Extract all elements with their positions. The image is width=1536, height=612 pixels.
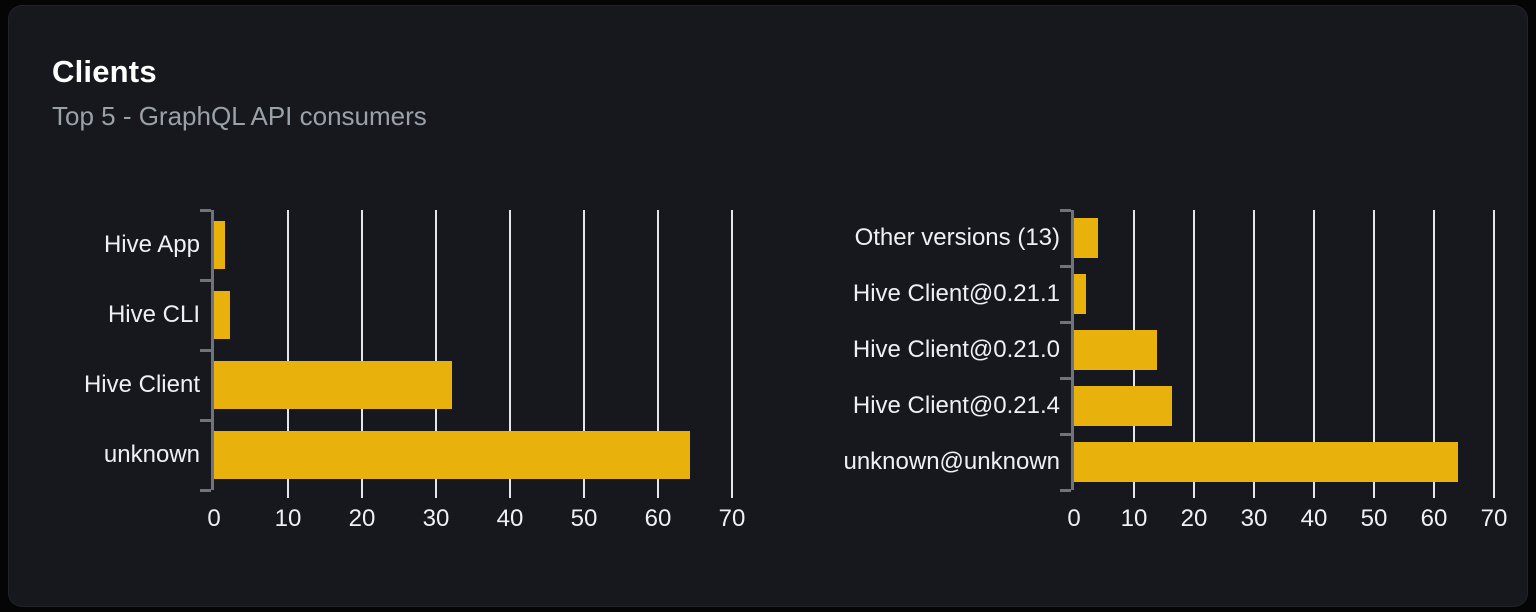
y-axis-tick [200, 348, 211, 352]
x-tick-label-40: 40 [1300, 505, 1328, 532]
category-label-hive-client: Hive Client [83, 371, 200, 398]
gridline-70 [731, 210, 733, 490]
x-axis-tick-30 [1253, 490, 1255, 498]
bar-hive-app [214, 220, 226, 269]
y-axis-tick [1060, 320, 1071, 324]
category-label-unknown-unknown: unknown@unknown [843, 448, 1060, 475]
x-tick-label-0: 0 [207, 505, 221, 532]
category-label-other-versions-13-: Other versions (13) [854, 224, 1060, 251]
gridline-20 [361, 210, 363, 490]
x-axis-tick-70 [1493, 490, 1495, 498]
gridline-60 [1433, 210, 1435, 490]
gridline-30 [1253, 210, 1255, 490]
y-axis-tick [200, 208, 211, 212]
category-label-hive-cli: Hive CLI [107, 301, 200, 328]
x-tick-label-50: 50 [1360, 505, 1388, 532]
x-axis-tick-30 [435, 490, 437, 498]
y-axis-tick [1060, 432, 1071, 436]
gridline-10 [287, 210, 289, 490]
gridline-60 [657, 210, 659, 490]
x-tick-label-60: 60 [644, 505, 672, 532]
y-axis-tick [200, 418, 211, 422]
x-axis-tick-20 [361, 490, 363, 498]
clients-bar-chart: 0 10 20 30 40 50 60 70 Hive App Hive CLI Hive Clie… [84, 208, 745, 532]
x-tick-label-70: 70 [718, 505, 746, 532]
y-axis-tick [1060, 376, 1071, 380]
x-axis-tick-10 [287, 490, 289, 498]
x-tick-label-10: 10 [274, 505, 302, 532]
gridline-50 [1373, 210, 1375, 490]
x-tick-label-30: 30 [422, 505, 450, 532]
bar-other-versions-13- [1074, 218, 1098, 258]
category-label-hive-app: Hive App [103, 231, 200, 258]
x-tick-label-30: 30 [1240, 505, 1268, 532]
x-tick-label-50: 50 [570, 505, 598, 532]
clients-card: Clients Top 5 - GraphQL API consumers [8, 5, 1528, 607]
x-tick-label-60: 60 [1420, 505, 1448, 532]
y-axis-tick [1060, 264, 1071, 268]
y-axis-tick [200, 278, 211, 282]
x-axis-tick-60 [1433, 490, 1435, 498]
bar-hive-client-0-21-1 [1074, 274, 1086, 314]
bar-unknown-unknown [1074, 442, 1458, 482]
x-axis-tick-20 [1193, 490, 1195, 498]
y-axis-tick [1060, 488, 1071, 492]
y-axis [1071, 210, 1074, 490]
gridline-40 [509, 210, 511, 490]
bar-unknown [214, 430, 690, 479]
x-axis-tick-40 [509, 490, 511, 498]
bar-hive-client-0-21-4 [1074, 386, 1173, 426]
x-axis-tick-50 [1373, 490, 1375, 498]
category-label-hive-client-0-21-0: Hive Client@0.21.0 [852, 336, 1060, 363]
page-title: Clients [52, 54, 157, 89]
y-axis-tick [200, 488, 211, 492]
gridline-40 [1313, 210, 1315, 490]
gridline-30 [435, 210, 437, 490]
gridline-20 [1193, 210, 1195, 490]
x-tick-label-10: 10 [1120, 505, 1148, 532]
x-axis-tick-40 [1313, 490, 1315, 498]
category-label-hive-client-0-21-4: Hive Client@0.21.4 [852, 392, 1060, 419]
bar-hive-cli [214, 290, 230, 339]
x-axis-tick-60 [657, 490, 659, 498]
x-axis-tick-70 [731, 490, 733, 498]
category-label-unknown: unknown [103, 441, 200, 468]
bar-hive-client [214, 360, 452, 409]
gridline-70 [1493, 210, 1495, 490]
gridline-50 [583, 210, 585, 490]
x-axis-tick-50 [583, 490, 585, 498]
x-tick-label-40: 40 [496, 505, 524, 532]
bar-hive-client-0-21-0 [1074, 330, 1157, 370]
category-label-hive-client-0-21-1: Hive Client@0.21.1 [852, 280, 1060, 307]
y-axis-tick [1060, 208, 1071, 212]
page-subtitle: Top 5 - GraphQL API consumers [52, 101, 427, 131]
y-axis [211, 210, 214, 490]
x-tick-label-0: 0 [1067, 505, 1081, 532]
x-tick-label-20: 20 [348, 505, 376, 532]
x-tick-label-70: 70 [1480, 505, 1508, 532]
x-tick-label-20: 20 [1180, 505, 1208, 532]
x-axis-tick-10 [1133, 490, 1135, 498]
client-versions-bar-chart: 0 10 20 30 40 50 60 70 Other versions (13) Hive C… [843, 208, 1507, 532]
